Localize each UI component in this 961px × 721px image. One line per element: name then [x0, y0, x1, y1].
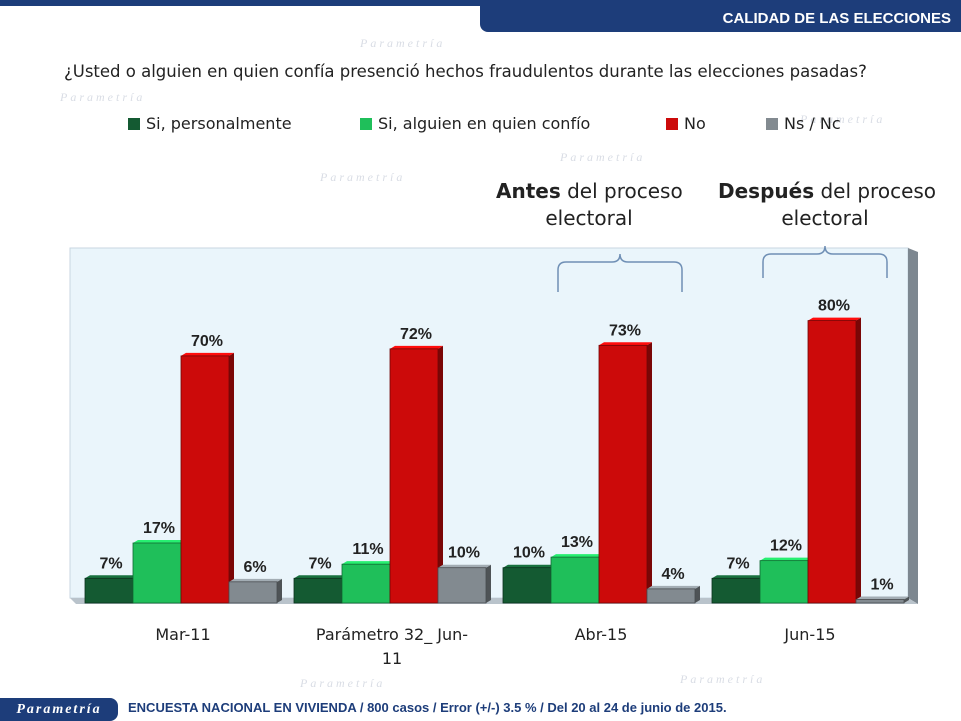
legend-item-no: No	[666, 114, 706, 133]
x-tick-label: Jun-15	[783, 625, 835, 644]
data-label: 10%	[448, 545, 480, 562]
brace-before	[557, 253, 683, 292]
bar-3-1	[759, 557, 813, 604]
data-label: 1%	[870, 576, 893, 593]
watermark-text: Parametría	[320, 170, 406, 184]
watermark-text: Parametría	[560, 150, 646, 164]
annotation-after-bold: Después	[718, 179, 815, 203]
bar-3-0	[711, 575, 765, 604]
top-bar	[0, 0, 961, 6]
watermark-text: Parametría	[680, 672, 766, 686]
question-text: ¿Usted o alguien en quien confía presenc…	[64, 62, 867, 81]
legend-swatch	[666, 117, 678, 130]
bar-2-0	[502, 564, 556, 604]
bar-3-3	[855, 596, 909, 604]
watermark-text: Parametría	[300, 676, 386, 690]
data-label: 17%	[143, 520, 175, 537]
annotation-after-rest: del proceso	[814, 179, 937, 203]
legend-swatch	[766, 117, 778, 130]
plot-right-wall	[908, 248, 918, 604]
data-label: 7%	[99, 555, 122, 572]
legend-swatch	[360, 117, 372, 130]
bar-0-0	[84, 575, 138, 604]
x-tick-label: 11	[382, 649, 402, 668]
bar-2-1	[550, 554, 604, 604]
bar-1-0	[293, 575, 347, 604]
bar-3-2	[807, 317, 861, 604]
legend-label: Si, personalmente	[146, 114, 292, 133]
watermark-text: Parametría	[360, 36, 446, 50]
data-label: 11%	[352, 541, 383, 558]
legend-label: No	[684, 114, 706, 133]
parametria-logo: Parametría	[0, 698, 118, 721]
data-label: 7%	[308, 555, 331, 572]
legend-label: Si, alguien en quien confío	[378, 114, 591, 133]
bar-0-1	[132, 539, 186, 604]
legend-item-ns-nc: Ns / Nc	[766, 114, 841, 133]
legend-item-si-alguien: Si, alguien en quien confío	[360, 114, 590, 133]
data-label: 10%	[513, 545, 545, 562]
legend-label: Ns / Nc	[784, 114, 841, 133]
data-label: 12%	[770, 538, 802, 555]
data-label: 72%	[400, 326, 432, 343]
section-title: CALIDAD DE LAS ELECCIONES	[480, 6, 961, 32]
annotation-after: Después del proceso electoral	[718, 178, 936, 232]
data-label: 7%	[726, 555, 749, 572]
data-label: 80%	[818, 298, 850, 315]
annotation-before-bold: Antes	[496, 179, 561, 203]
bar-1-2	[389, 345, 443, 604]
watermark-text: Parametría	[60, 90, 146, 104]
footer-note: ENCUESTA NACIONAL EN VIVIENDA / 800 caso…	[128, 700, 727, 715]
bar-0-3	[228, 578, 282, 604]
x-tick-label: Parámetro 32_ Jun-	[316, 625, 468, 645]
bar-1-1	[341, 561, 395, 604]
bar-2-3	[646, 585, 700, 604]
data-label: 6%	[243, 559, 266, 576]
annotation-before-line2: electoral	[545, 206, 633, 230]
annotation-before-rest: del proceso	[560, 179, 683, 203]
data-label: 4%	[661, 566, 684, 583]
annotation-before: Antes del proceso electoral	[496, 178, 683, 232]
data-label: 13%	[561, 534, 593, 551]
annotation-after-line2: electoral	[781, 206, 869, 230]
legend-swatch	[128, 117, 140, 130]
footer: Parametría ENCUESTA NACIONAL EN VIVIENDA…	[0, 698, 961, 721]
bar-0-2	[180, 352, 234, 604]
brace-after	[762, 245, 888, 278]
legend-item-si-personalmente: Si, personalmente	[128, 114, 292, 133]
x-tick-label: Abr-15	[575, 625, 628, 644]
bar-2-2	[598, 342, 652, 604]
data-label: 70%	[191, 333, 223, 350]
x-tick-label: Mar-11	[155, 625, 210, 644]
bar-1-3	[437, 564, 491, 604]
data-label: 73%	[609, 322, 641, 339]
watermark-text: Parametría	[800, 112, 886, 126]
